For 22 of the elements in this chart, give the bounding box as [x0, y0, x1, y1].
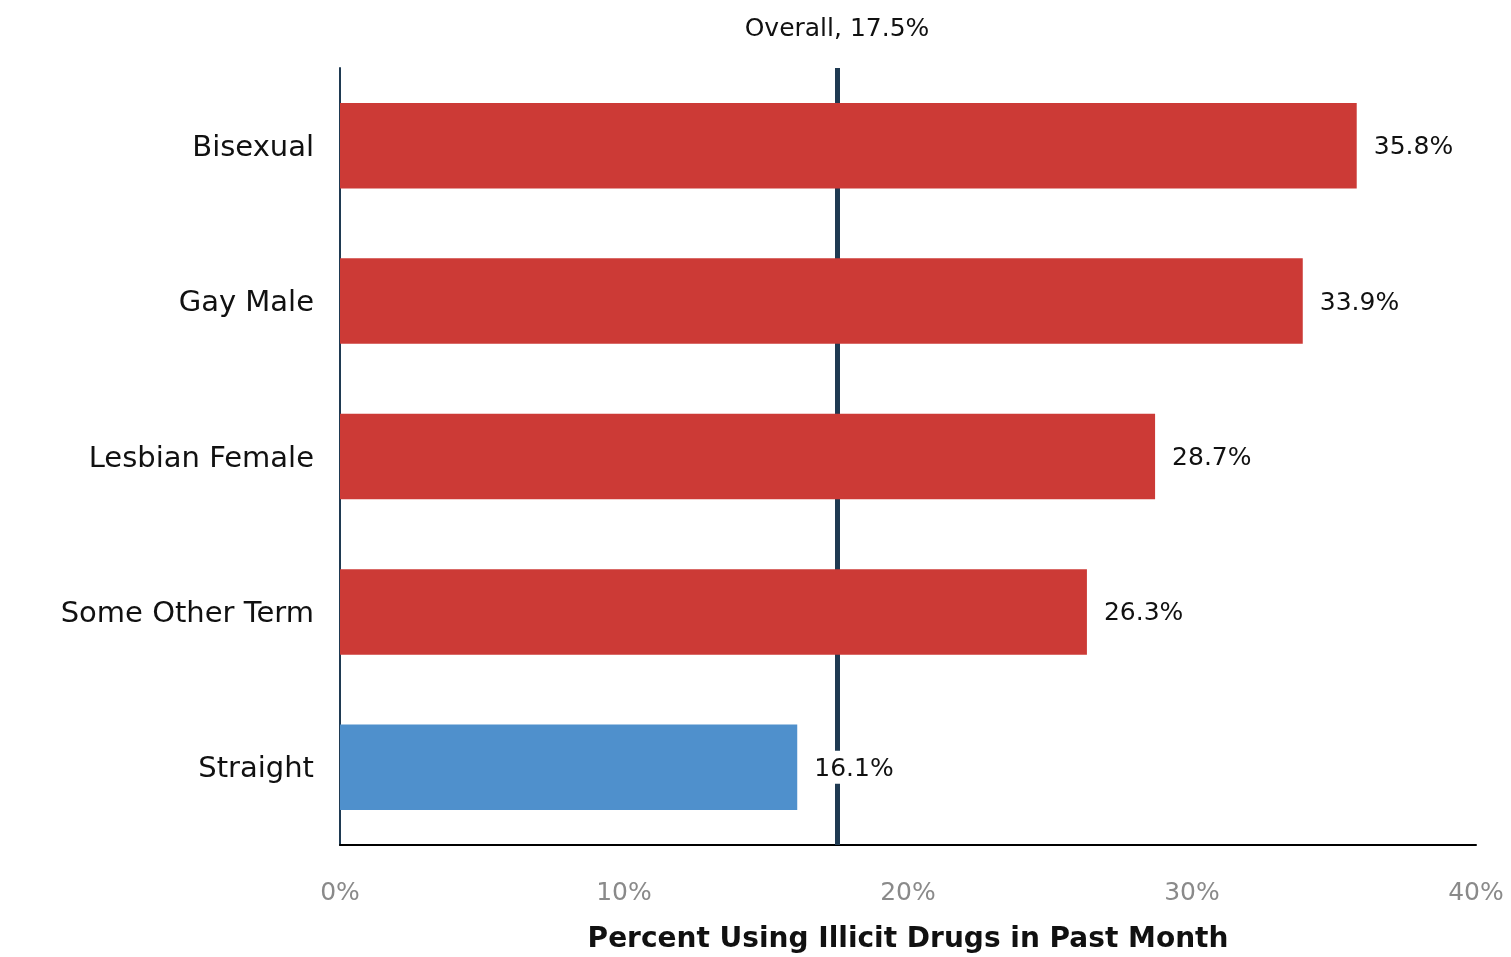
y-tick-label: Straight	[198, 750, 314, 785]
x-tick-label: 0%	[320, 877, 360, 906]
bar	[340, 258, 1303, 344]
bar	[340, 102, 1357, 189]
x-tick-label: 10%	[596, 877, 652, 906]
y-tick-label: Some Other Term	[60, 594, 314, 629]
data-label: 28.7%	[1172, 442, 1252, 471]
x-tick-label: 40%	[1448, 877, 1504, 906]
bar	[340, 569, 1087, 655]
data-label: 26.3%	[1103, 597, 1184, 627]
data-label: 16.1%	[814, 752, 894, 782]
data-label: 35.8%	[1373, 131, 1454, 161]
bar	[340, 413, 1156, 500]
bar	[340, 724, 798, 811]
y-tick-label: Bisexual	[192, 128, 314, 163]
y-tick-label: Lesbian Female	[88, 439, 314, 474]
y-tick-label: Gay Male	[178, 284, 314, 319]
x-tick-label: 20%	[880, 877, 936, 906]
x-tick-label: 30%	[1164, 877, 1220, 906]
ref-line-label: Overall, 17.5%	[744, 13, 930, 42]
x-axis-title: Percent Using Illicit Drugs in Past Month	[587, 920, 1229, 954]
data-label: 33.9%	[1319, 286, 1400, 316]
